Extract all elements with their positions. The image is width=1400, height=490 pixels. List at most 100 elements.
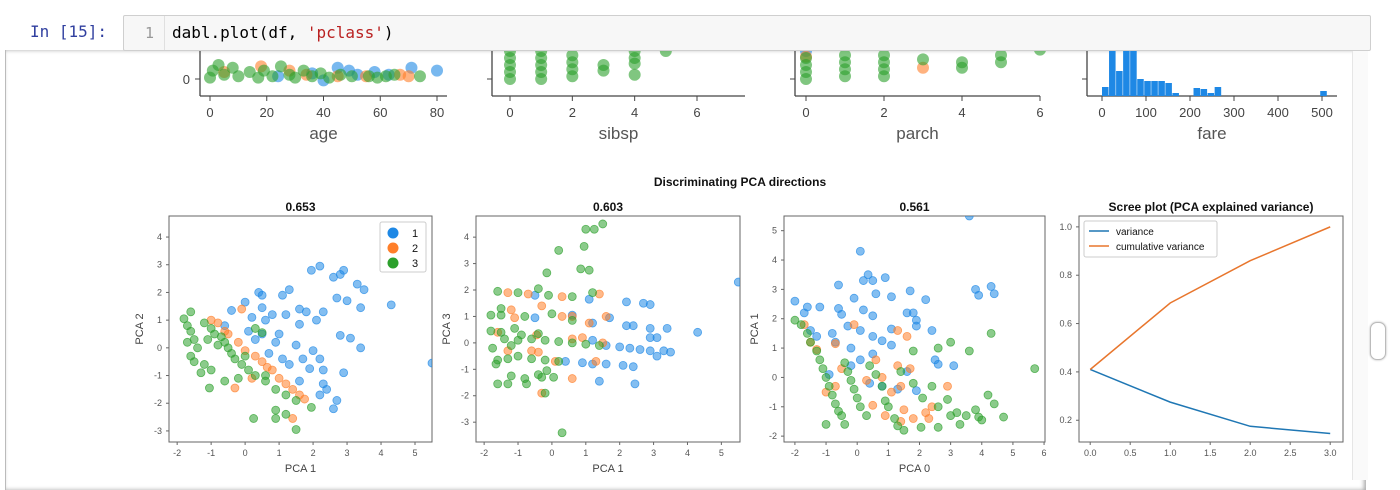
x-tick-label: 1	[277, 448, 282, 458]
scatter-point-class-1	[295, 376, 304, 386]
scatter-point-class-1	[588, 335, 597, 345]
scatter-point-class-3	[493, 379, 503, 389]
scatter-point-class-1	[645, 346, 655, 356]
scatter-point-class-1	[329, 404, 338, 414]
scatter-point-class-1	[427, 358, 432, 368]
scatter-point-class-1	[834, 280, 843, 290]
scatter-point-class-2	[943, 381, 952, 391]
scatter-point-class-1	[652, 333, 662, 342]
y-tick-label: 1.0	[1059, 222, 1072, 232]
scatter-point-class-1	[908, 308, 918, 318]
scatter-point-class-3	[244, 365, 253, 375]
scatter-point-class-3	[291, 425, 301, 434]
pca-scatter-plot: 0.653 -2 -1 0 1 2 3 4 5 -3 -2 -1 0 1 2 3 4 PCA 1 PCA 2 1 2 3	[134, 200, 433, 475]
output-scrollbar-thumb[interactable]	[1370, 322, 1386, 360]
x-tick-label: 2	[569, 105, 576, 120]
scatter-point-class-1	[837, 309, 847, 319]
histogram-bar	[1214, 87, 1222, 96]
scatter-point-class-3	[986, 329, 996, 338]
scatter-point-class-3	[955, 419, 965, 429]
top-plot-sibsp: 0 2 4 6 sibsp	[487, 45, 745, 143]
scatter-point-class-3	[527, 334, 536, 344]
scatter-point-class-1	[278, 354, 287, 364]
y-tick-label: 3	[157, 260, 162, 270]
x-tick-label: 6	[1036, 105, 1043, 120]
scatter-point-class-1	[871, 289, 881, 299]
scatter-point-class-2	[887, 387, 896, 397]
code-line[interactable]: dabl.plot(df, 'pclass')	[172, 16, 394, 50]
scatter-point-class-1	[339, 265, 349, 275]
scatter-point-class-2	[233, 337, 243, 347]
x-tick-label: 3.0	[1324, 448, 1337, 458]
scatter-point-class-1	[312, 315, 321, 325]
scatter-point-class-1	[949, 361, 959, 371]
scatter-point-class-3	[871, 370, 881, 379]
scatter-point-class-2	[905, 364, 915, 374]
scatter-point-class-3	[554, 245, 564, 255]
x-tick-label: 60	[373, 105, 387, 120]
scatter-point-class-3	[999, 412, 1008, 422]
x-tick-label: 1	[886, 448, 891, 458]
code-string: 'pclass'	[306, 23, 384, 42]
scatter-point-class-3	[540, 335, 550, 345]
scatter-point-class-1	[332, 293, 342, 303]
scatter-point-class-3	[261, 371, 270, 380]
scatter-point-class-1	[278, 290, 287, 300]
x-tick-label: -2	[480, 448, 488, 458]
scatter-point-class-1	[855, 355, 865, 365]
scatter-point-class-3	[193, 343, 202, 353]
top-plot-fare: 0 100 200 300 400 500 fare	[1082, 36, 1337, 143]
scatter-point-class-3	[182, 337, 192, 347]
scatter-point-class-3	[274, 60, 287, 73]
scatter-point-class-2	[896, 381, 906, 391]
output-scrollbar-track[interactable]	[1352, 50, 1368, 480]
scatter-point-class-1	[257, 290, 267, 300]
scatter-point-class-3	[257, 328, 267, 338]
scatter-point-class-1	[601, 359, 611, 369]
code-cell-input[interactable]: 1 dabl.plot(df, 'pclass')	[123, 15, 1371, 51]
scatter-point-class-3	[199, 318, 209, 328]
scatter-point-class-2	[591, 356, 601, 366]
scatter-point-class-1	[625, 343, 635, 353]
scatter-point-class-3	[240, 351, 250, 361]
scatter-point-class-2	[402, 70, 415, 83]
scatter-point-class-3	[800, 52, 812, 64]
scatter-point-class-3	[189, 357, 199, 367]
scatter-point-class-1	[318, 307, 328, 317]
scatter-point-class-1	[911, 386, 921, 396]
scatter-point-class-1	[431, 64, 443, 77]
scatter-point-class-3	[839, 49, 851, 62]
y-tick-label: 1	[157, 315, 162, 325]
scatter-point-class-3	[837, 411, 847, 420]
y-tick-label: -2	[461, 391, 469, 401]
scatter-point-class-2	[510, 313, 520, 323]
scatter-point-class-1	[315, 390, 325, 400]
scatter-point-class-2	[262, 362, 272, 372]
legend-label: 2	[412, 243, 418, 255]
scatter-point-class-3	[790, 315, 800, 325]
scatter-point-class-2	[281, 379, 291, 389]
x-tick-label: 4	[379, 448, 384, 458]
scatter-point-class-3	[549, 372, 559, 382]
x-tick-label: 1.5	[1204, 448, 1217, 458]
scatter-point-class-3	[500, 334, 509, 344]
scatter-point-class-2	[250, 351, 260, 361]
y-tick-label: 4	[772, 255, 777, 265]
code-close: )	[383, 23, 394, 42]
scatter-point-class-1	[863, 270, 873, 280]
scatter-point-class-1	[274, 329, 284, 339]
x-axis-label: PCA 1	[592, 463, 623, 475]
scatter-point-class-3	[557, 428, 567, 438]
scatter-point-class-3	[812, 346, 822, 356]
histogram-bar	[1207, 93, 1215, 96]
scatter-point-class-3	[186, 326, 196, 336]
scatter-point-class-1	[662, 323, 672, 333]
scatter-point-class-1	[815, 302, 825, 312]
pca-scatter-plot: 0.561 -2 -1 0 1 2 3 4 5 6 -2 -1 0 1 2 3 4 5 PCA 0 PCA 1	[749, 200, 1047, 475]
scatter-point-class-3	[266, 70, 279, 83]
scatter-point-class-1	[530, 313, 540, 323]
scatter-point-class-3	[806, 337, 815, 347]
scatter-point-class-1	[887, 340, 896, 350]
scatter-point-class-1	[318, 365, 328, 375]
scatter-point-class-3	[250, 371, 260, 380]
